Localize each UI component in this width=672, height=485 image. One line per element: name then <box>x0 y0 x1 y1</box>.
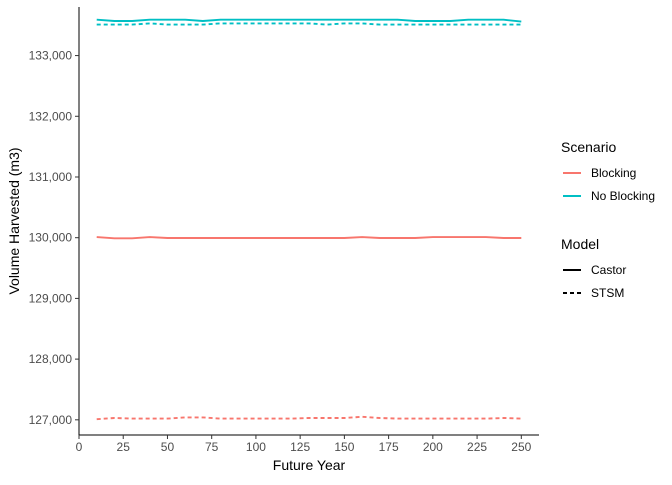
x-tick-label: 0 <box>76 440 83 454</box>
x-tick-label: 100 <box>246 440 266 454</box>
series-line-blocking-castor <box>96 236 522 240</box>
plot-area <box>96 18 522 421</box>
y-tick-label: 130,000 <box>29 231 73 245</box>
x-tick-label: 150 <box>334 440 354 454</box>
series-line-no-blocking-stsm <box>96 22 522 26</box>
x-tick-label: 225 <box>467 440 487 454</box>
legend-label-scenario: No Blocking <box>591 189 655 203</box>
x-tick-label: 75 <box>205 440 219 454</box>
x-tick-label: 200 <box>423 440 443 454</box>
legend-title-scenario: Scenario <box>561 139 616 155</box>
legend-label-model: STSM <box>591 286 624 300</box>
y-tick-label: 133,000 <box>29 49 73 63</box>
y-tick-label: 127,000 <box>29 413 73 427</box>
x-tick-label: 175 <box>379 440 399 454</box>
series-line-no-blocking-castor <box>96 18 522 23</box>
y-tick-label: 128,000 <box>29 352 73 366</box>
y-axis-title: Volume Harvested (m3) <box>6 147 22 294</box>
legend-label-scenario: Blocking <box>591 166 636 180</box>
legend-label-model: Castor <box>591 263 626 277</box>
axes: 0 25 50 75 100 125 150 175 200 225 250 127,000 128,0… <box>29 7 539 454</box>
x-tick-label: 125 <box>290 440 310 454</box>
x-tick-label: 50 <box>161 440 175 454</box>
series-line-blocking-stsm <box>96 415 522 421</box>
x-axis-title: Future Year <box>273 457 346 473</box>
y-tick-label: 129,000 <box>29 291 73 305</box>
x-tick-label: 25 <box>117 440 131 454</box>
legend-title-model: Model <box>561 236 599 252</box>
y-tick-label: 131,000 <box>29 170 73 184</box>
legend: Scenario Model Blocking No Blocking Castor… <box>561 139 655 300</box>
x-tick-label: 250 <box>511 440 531 454</box>
y-tick-label: 132,000 <box>29 109 73 123</box>
